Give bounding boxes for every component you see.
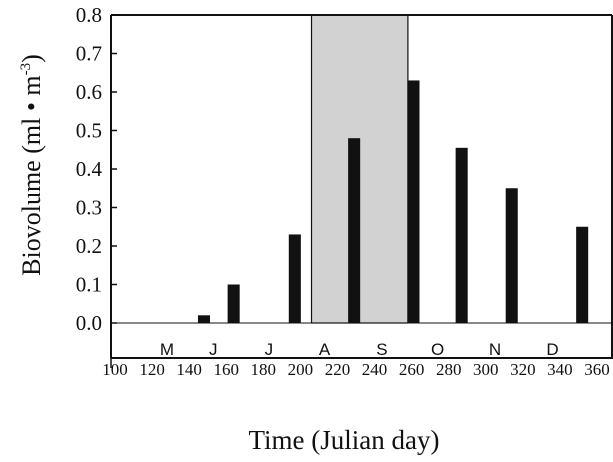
month-label-s: S	[376, 340, 387, 359]
y-tick-label: 0.6	[76, 80, 102, 104]
month-label-m: M	[160, 340, 174, 359]
bar-day-352	[576, 226, 589, 323]
y-tick-label: 0.8	[76, 3, 102, 27]
bar-day-314	[505, 188, 518, 323]
x-tick-label: 140	[176, 360, 202, 379]
y-tick-label: 0.7	[76, 42, 102, 66]
x-tick-label: 200	[288, 360, 314, 379]
y-tick-label: 0.0	[76, 311, 102, 335]
x-axis-title: Time (Julian day)	[249, 425, 440, 455]
y-axis-title-close: )	[17, 54, 46, 63]
x-tick-label: 160	[213, 360, 239, 379]
x-tick-label: 320	[510, 360, 536, 379]
y-tick-label: 0.1	[76, 273, 102, 297]
y-tick-label: 0.3	[76, 196, 102, 220]
month-label-j: J	[209, 340, 218, 359]
bar-day-197	[288, 234, 301, 323]
month-label-d: D	[546, 340, 558, 359]
x-tick-label: 340	[547, 360, 573, 379]
y-tick-label: 0.5	[76, 119, 102, 143]
y-axis-title-main: Biovolume (ml • m	[17, 75, 46, 275]
x-tick-label: 260	[399, 360, 425, 379]
y-axis-title-superscript: -3	[18, 63, 34, 76]
month-label-j: J	[265, 340, 274, 359]
x-tick-label: 360	[584, 360, 610, 379]
x-tick-label: 180	[251, 360, 277, 379]
y-tick-label: 0.4	[76, 157, 103, 181]
x-tick-label: 120	[139, 360, 165, 379]
month-label-n: N	[489, 340, 501, 359]
bar-day-287	[455, 147, 468, 323]
month-label-o: O	[431, 340, 444, 359]
y-axis-title: Biovolume (ml • m-3)	[17, 54, 46, 276]
bar-day-261	[407, 80, 420, 323]
x-tick-label: 220	[325, 360, 351, 379]
y-tick-label: 0.2	[76, 234, 102, 258]
x-tick-label: 280	[436, 360, 462, 379]
x-tick-label: 300	[473, 360, 499, 379]
bar-day-148	[197, 315, 211, 323]
bar-day-164	[227, 284, 240, 323]
bar-day-229	[348, 138, 361, 323]
x-tick-label: 240	[362, 360, 388, 379]
month-label-a: A	[319, 340, 331, 359]
x-tick-label: 100	[102, 360, 128, 379]
